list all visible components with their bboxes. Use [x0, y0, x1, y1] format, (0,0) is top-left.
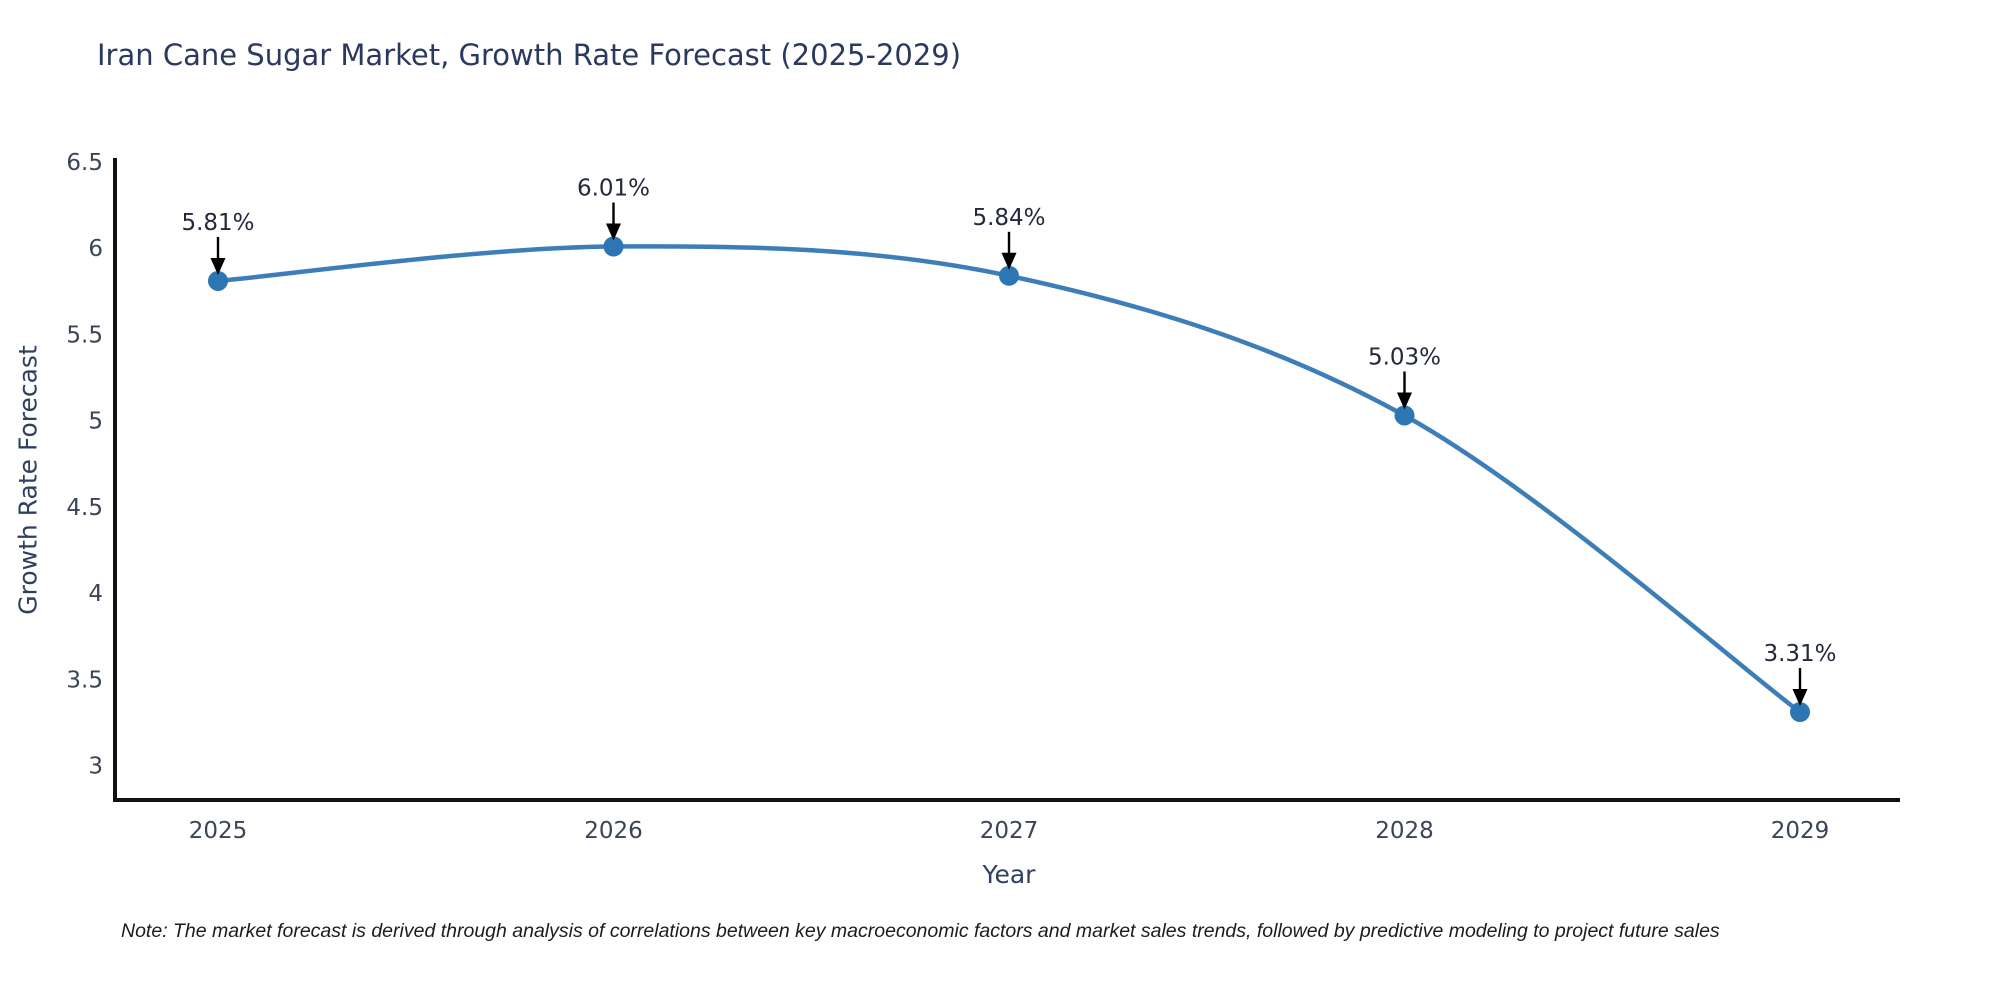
x-tick-label: 2025 — [189, 818, 248, 844]
data-point-marker — [603, 236, 624, 257]
x-axis-title: Year — [982, 860, 1036, 889]
data-point-label: 5.03% — [1368, 344, 1441, 370]
annotation-arrow-head — [210, 257, 226, 275]
data-point-marker — [1394, 405, 1415, 426]
y-tick-label: 5.5 — [66, 322, 103, 348]
y-tick-label: 3.5 — [66, 667, 103, 693]
line-chart: 3 3.5 4 4.5 5 5.5 6 6.5 2025 2026 2027 2028 2029 5.81… — [66, 150, 1900, 844]
trend-line — [215, 244, 1803, 715]
data-point-marker — [1790, 702, 1810, 723]
data-point-marker — [999, 265, 1019, 286]
y-tick-label: 3 — [88, 754, 103, 780]
data-point-label: 3.31% — [1763, 641, 1836, 667]
chart-title: Iran Cane Sugar Market, Growth Rate Fore… — [97, 38, 962, 72]
annotation-arrow-head — [1792, 689, 1808, 707]
footnote: Note: The market forecast is derived thr… — [121, 920, 1720, 942]
y-tick-label: 6.5 — [66, 150, 103, 176]
annotation-arrow-head — [1001, 252, 1017, 270]
data-point-label: 5.81% — [181, 210, 254, 236]
data-point-label: 5.84% — [972, 205, 1045, 231]
data-point-label: 6.01% — [577, 175, 650, 201]
x-tick-label: 2027 — [980, 818, 1039, 844]
y-tick-label: 6 — [88, 236, 103, 262]
annotation-arrow-head — [606, 223, 621, 241]
y-tick-label: 4 — [88, 581, 103, 607]
annotation-arrow-head — [1397, 392, 1412, 410]
y-tick-label: 5 — [88, 409, 103, 435]
x-tick-label: 2029 — [1771, 818, 1830, 844]
y-tick-label: 4.5 — [66, 495, 103, 521]
x-tick-label: 2026 — [584, 818, 643, 844]
x-tick-label: 2028 — [1375, 818, 1434, 844]
data-point-marker — [208, 270, 228, 291]
